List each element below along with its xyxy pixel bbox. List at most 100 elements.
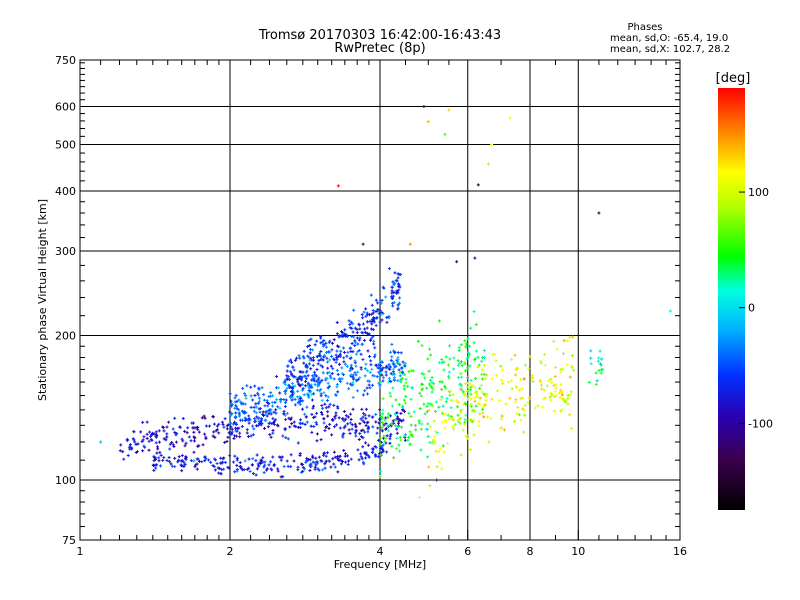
data-point [510, 379, 514, 383]
data-point [531, 379, 535, 383]
data-point [387, 416, 391, 420]
data-point [244, 402, 248, 406]
data-point [270, 422, 274, 426]
data-point [481, 411, 485, 415]
data-point [482, 363, 486, 367]
data-point [244, 411, 248, 415]
data-point [403, 433, 407, 437]
data-point [469, 448, 473, 452]
data-point [461, 428, 465, 432]
data-point [280, 455, 284, 459]
data-point [299, 418, 303, 422]
data-point [145, 432, 149, 436]
data-point [489, 416, 493, 420]
data-point [279, 458, 283, 462]
data-point [195, 462, 199, 466]
data-point [159, 453, 163, 457]
data-point [258, 407, 262, 411]
data-point [227, 431, 231, 435]
data-point [396, 284, 400, 288]
data-point [565, 363, 569, 367]
data-point [282, 398, 286, 402]
data-point [420, 372, 424, 376]
data-point [297, 398, 301, 402]
data-point [428, 440, 432, 444]
data-point [261, 410, 265, 414]
data-point [158, 450, 162, 454]
data-point [466, 437, 470, 441]
data-point [245, 467, 249, 471]
data-point [428, 347, 432, 351]
data-point [313, 461, 317, 465]
data-point [305, 459, 309, 463]
data-point [290, 385, 294, 389]
data-point [343, 362, 347, 366]
data-point [430, 403, 434, 407]
data-point [350, 375, 354, 379]
data-point [447, 374, 451, 378]
data-point [238, 461, 242, 465]
data-point [432, 419, 436, 423]
data-point [315, 411, 319, 415]
data-point [317, 358, 321, 362]
data-point [230, 411, 234, 415]
data-point [372, 342, 376, 346]
data-point [154, 432, 158, 436]
data-point [298, 402, 302, 406]
data-point [374, 363, 378, 367]
data-point [372, 339, 376, 343]
data-point [277, 455, 281, 459]
data-point [330, 372, 334, 376]
data-point [303, 467, 307, 471]
data-point [515, 411, 519, 415]
data-point [376, 366, 380, 370]
data-point [402, 384, 406, 388]
data-point [408, 242, 412, 246]
data-point [267, 402, 271, 406]
data-point [343, 334, 347, 338]
data-point [399, 411, 403, 415]
data-point [203, 459, 207, 463]
data-point [383, 440, 387, 444]
data-point [254, 419, 258, 423]
data-point [225, 427, 229, 431]
data-point [469, 326, 473, 330]
data-point [264, 412, 268, 416]
data-point [227, 466, 231, 470]
data-point [459, 384, 463, 388]
data-point [426, 422, 430, 426]
data-point [380, 361, 384, 365]
data-point [279, 475, 283, 479]
data-point [190, 421, 194, 425]
data-point [382, 286, 386, 290]
data-point [193, 465, 197, 469]
data-point [452, 418, 456, 422]
data-point [390, 301, 394, 305]
data-point [384, 366, 388, 370]
data-point [319, 459, 323, 463]
data-point [298, 384, 302, 388]
data-point [372, 320, 376, 324]
data-point [417, 495, 421, 499]
data-point [298, 375, 302, 379]
data-point [296, 425, 300, 429]
data-point [266, 425, 270, 429]
data-point [304, 460, 308, 464]
data-point [380, 368, 384, 372]
data-point [225, 439, 229, 443]
data-point [279, 397, 283, 401]
data-point [364, 441, 368, 445]
data-point [341, 416, 345, 420]
data-point [352, 376, 356, 380]
data-point [288, 425, 292, 429]
data-point [231, 422, 235, 426]
data-point [125, 439, 129, 443]
data-point [247, 421, 251, 425]
data-point [407, 411, 411, 415]
data-point [568, 375, 572, 379]
data-point [514, 368, 518, 372]
data-point [255, 453, 259, 457]
data-point [238, 431, 242, 435]
data-point [369, 293, 373, 297]
data-point [392, 376, 396, 380]
